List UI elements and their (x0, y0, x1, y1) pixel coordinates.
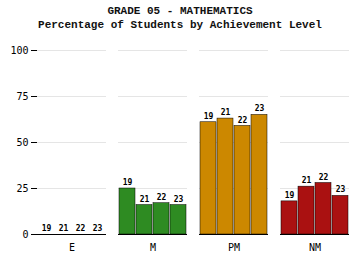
svg-text:25: 25 (16, 183, 28, 194)
svg-text:21: 21 (59, 224, 69, 233)
svg-text:23: 23 (255, 104, 265, 113)
html-text:GRADE 05 - MATHEMATICS: GRADE 05 - MATHEMATICS (107, 5, 253, 17)
svg-text:21: 21 (302, 176, 312, 185)
svg-text:23: 23 (93, 224, 103, 233)
svg-text:PM: PM (228, 242, 240, 253)
svg-text:0: 0 (22, 229, 28, 240)
svg-text:22: 22 (238, 116, 248, 125)
svg-text:M: M (150, 242, 156, 253)
svg-text:19: 19 (123, 178, 133, 187)
svg-text:22: 22 (76, 224, 86, 233)
svg-text:100: 100 (10, 45, 28, 56)
svg-text:21: 21 (221, 108, 231, 117)
svg-text:23: 23 (174, 195, 184, 204)
svg-text:E: E (69, 242, 75, 253)
svg-text:19: 19 (285, 191, 295, 200)
svg-text:22: 22 (157, 193, 167, 202)
html-text:Percentage of Students by Achi: Percentage of Students by Achievement Le… (38, 19, 322, 31)
svg-text:50: 50 (16, 137, 28, 148)
svg-text:23: 23 (336, 185, 346, 194)
svg-text:19: 19 (204, 112, 214, 121)
svg-text:19: 19 (42, 224, 52, 233)
svg-text:75: 75 (16, 91, 28, 102)
svg-text:22: 22 (319, 173, 329, 182)
svg-text:NM: NM (309, 242, 321, 253)
svg-text:21: 21 (140, 195, 150, 204)
